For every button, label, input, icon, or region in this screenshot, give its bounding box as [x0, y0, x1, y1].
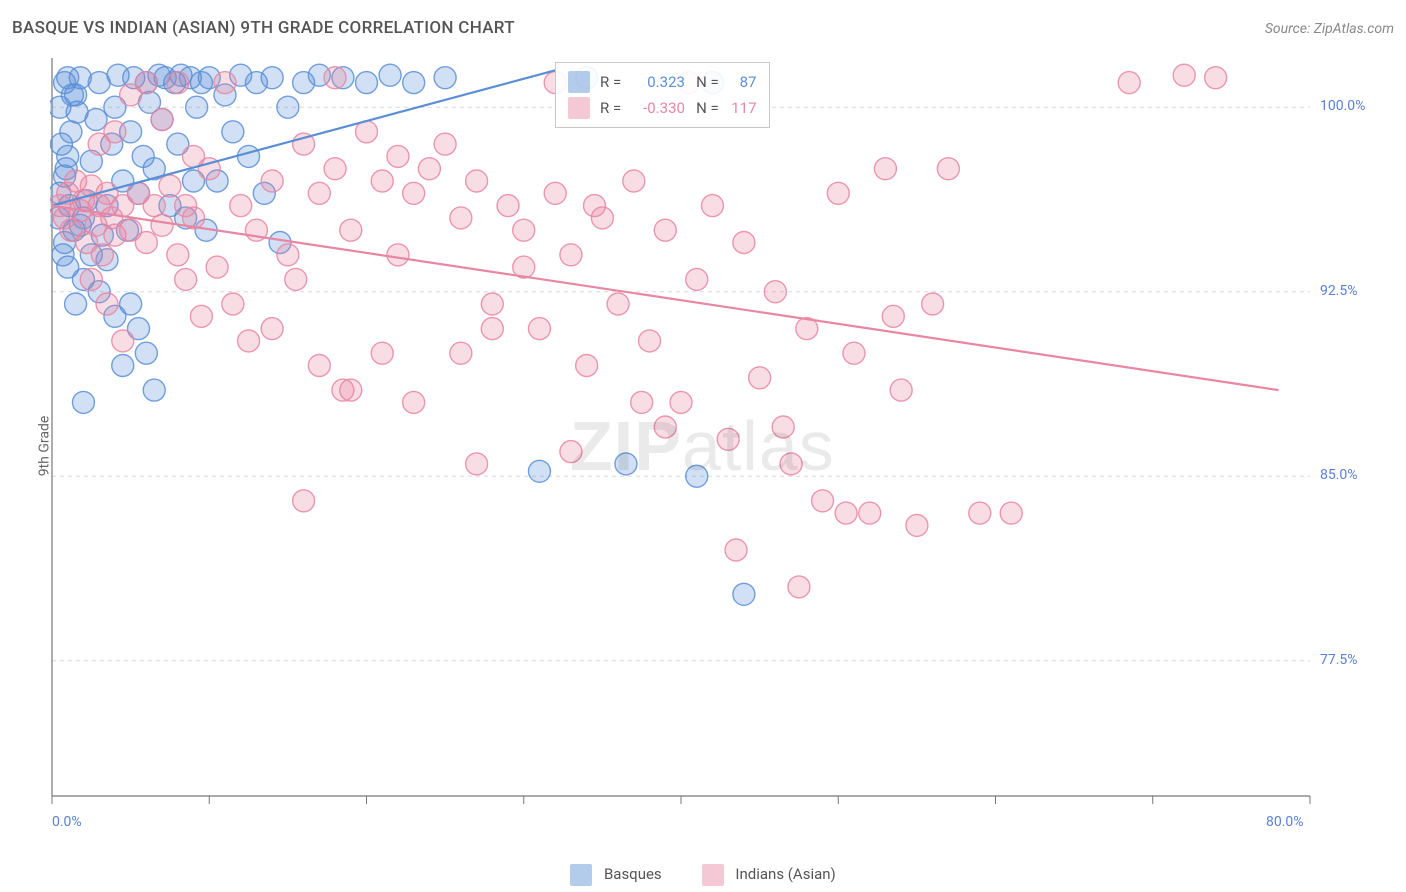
stat-row: R = -0.330 N = 117: [568, 95, 757, 121]
legend-swatch-indians: [702, 864, 724, 886]
source-attribution: Source: ZipAtlas.com: [1265, 21, 1394, 37]
y-tick-label: 85.0%: [1320, 467, 1358, 483]
legend-item-indians: Indians (Asian): [702, 864, 836, 886]
x-tick-label: 0.0%: [52, 814, 82, 830]
stat-row: R = 0.323 N = 87: [568, 69, 757, 95]
chart-title: BASQUE VS INDIAN (ASIAN) 9TH GRADE CORRE…: [12, 18, 515, 38]
stat-swatch: [568, 71, 590, 93]
y-tick-label: 92.5%: [1320, 283, 1358, 299]
legend-item-basques: Basques: [570, 864, 661, 886]
stat-swatch: [568, 97, 590, 119]
chart-svg: [50, 56, 1370, 826]
legend-swatch-basques: [570, 864, 592, 886]
title-bar: BASQUE VS INDIAN (ASIAN) 9TH GRADE CORRE…: [12, 18, 1394, 38]
y-tick-label: 100.0%: [1320, 98, 1365, 114]
scatter-plot: ZIPatlas R = 0.323 N = 87R = -0.330 N = …: [50, 56, 1370, 826]
legend-bottom: Basques Indians (Asian): [0, 864, 1406, 886]
stats-legend-box: R = 0.323 N = 87R = -0.330 N = 117: [555, 62, 770, 128]
x-tick-label: 80.0%: [1266, 814, 1304, 830]
y-tick-label: 77.5%: [1320, 652, 1358, 668]
